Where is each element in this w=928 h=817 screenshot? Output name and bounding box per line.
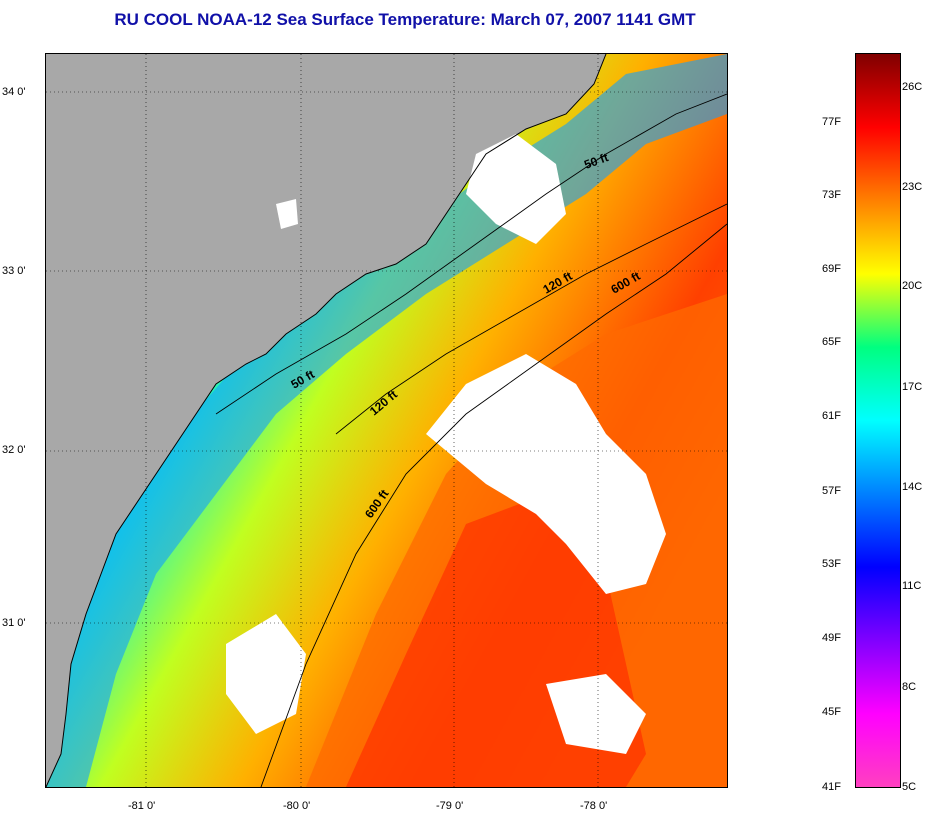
colorbar-f-label: 41F: [822, 781, 841, 793]
latitude-label: 32 0': [2, 444, 26, 456]
cloud-patch: [226, 614, 306, 734]
lat-lon-gridlines: [46, 54, 727, 787]
colorbar-c-label: 26C: [902, 81, 923, 93]
longitude-label: -78 0': [580, 800, 608, 812]
colorbar-f-label: 61F: [822, 410, 841, 422]
cloud-patch: [546, 674, 646, 754]
colorbar-c-label: 14C: [902, 481, 923, 493]
colorbar-c-label: 17C: [902, 381, 923, 393]
colorbar-c-label: 20C: [902, 280, 923, 292]
colorbar-c-label: 8C: [902, 681, 917, 693]
latitude-label: 34 0': [2, 86, 26, 98]
sst-map-image: 50 ft 120 ft 600 ft 50 ft 120 ft 600 ft: [46, 54, 727, 787]
cloud-patch: [276, 199, 298, 229]
colorbar-f-label: 53F: [822, 558, 841, 570]
longitude-label: -80 0': [283, 800, 311, 812]
colorbar-f-label: 73F: [822, 189, 841, 201]
isobath-contours: [215, 93, 727, 787]
cloud-patch: [426, 354, 666, 594]
colorbar-f-label: 45F: [822, 706, 841, 718]
sst-map[interactable]: 50 ft 120 ft 600 ft 50 ft 120 ft 600 ft: [45, 53, 728, 788]
colorbar-c-label: 23C: [902, 181, 923, 193]
colorbar-c-label: 11C: [902, 580, 922, 592]
cloud-patch: [466, 134, 566, 244]
longitude-label: -81 0': [128, 800, 156, 812]
longitude-label: -79 0': [436, 800, 464, 812]
colorbar-f-label: 49F: [822, 632, 841, 644]
nearshore-cold-water: [46, 54, 727, 787]
latitude-label: 31 0': [2, 617, 26, 629]
latitude-label: 33 0': [2, 265, 26, 277]
colorbar-c-label: 5C: [902, 781, 917, 793]
colorbar-f-label: 69F: [822, 263, 841, 275]
map-title: RU COOL NOAA-12 Sea Surface Temperature:…: [114, 10, 696, 29]
temperature-colorbar: [855, 53, 901, 788]
colorbar-f-label: 65F: [822, 336, 841, 348]
colorbar-f-label: 77F: [822, 116, 841, 128]
land-area: [46, 54, 606, 787]
colorbar-f-label: 57F: [822, 485, 841, 497]
coastline: [46, 54, 607, 787]
